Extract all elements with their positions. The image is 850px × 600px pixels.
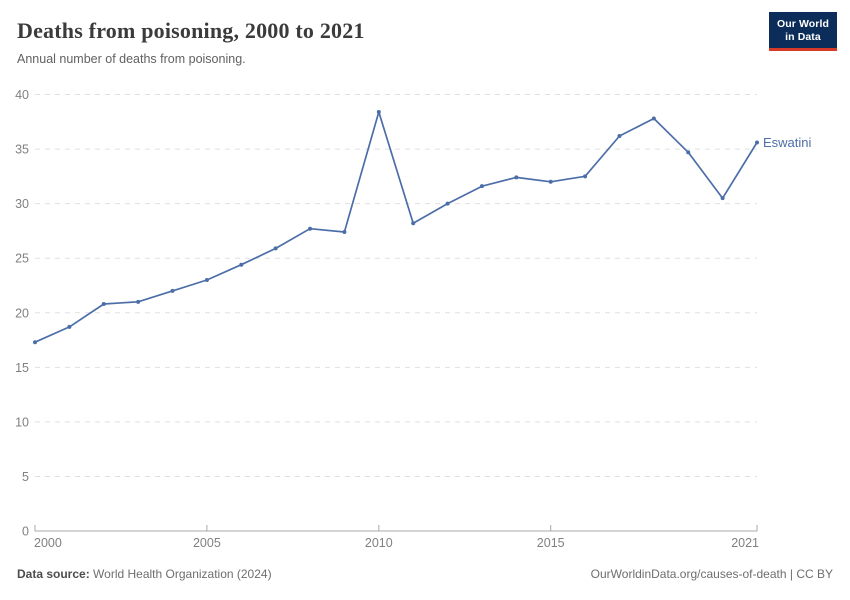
data-point-eswatini-2009[interactable] [342, 229, 347, 234]
chart-footer: Data source: World Health Organization (… [17, 567, 833, 581]
owid-logo-text-line1: Our World [776, 18, 830, 30]
data-point-eswatini-2017[interactable] [617, 133, 622, 138]
data-point-eswatini-2020[interactable] [720, 196, 725, 201]
y-axis-tick-label-15: 15 [15, 361, 29, 375]
y-axis-tick-label-20: 20 [15, 306, 29, 320]
y-axis-tick-label-5: 5 [22, 470, 29, 484]
data-point-eswatini-2014[interactable] [514, 175, 519, 180]
data-point-eswatini-2008[interactable] [308, 226, 313, 231]
data-point-eswatini-2002[interactable] [101, 302, 106, 307]
data-point-eswatini-2021[interactable] [755, 140, 759, 145]
series-label-eswatini[interactable]: Eswatini [763, 135, 812, 150]
x-axis-tick-label-2015: 2015 [537, 536, 565, 550]
data-point-eswatini-2007[interactable] [273, 246, 278, 251]
x-axis-tick-label-2005: 2005 [193, 536, 221, 550]
data-point-eswatini-2001[interactable] [67, 324, 72, 329]
y-axis-tick-label-0: 0 [22, 525, 29, 539]
page-title: Deaths from poisoning, 2000 to 2021 [17, 18, 365, 43]
data-point-eswatini-2011[interactable] [411, 221, 416, 226]
data-point-eswatini-2019[interactable] [686, 150, 691, 155]
owid-logo[interactable]: Our World in Data [769, 12, 837, 51]
data-point-eswatini-2003[interactable] [136, 299, 141, 304]
data-point-eswatini-2018[interactable] [651, 116, 656, 121]
y-axis-tick-label-25: 25 [15, 252, 29, 266]
data-source-label: Data source: [17, 567, 90, 581]
data-point-eswatini-2016[interactable] [583, 174, 588, 179]
data-source-value: World Health Organization (2024) [89, 567, 272, 581]
x-axis-tick-label-2010: 2010 [365, 536, 393, 550]
data-point-eswatini-2013[interactable] [479, 184, 484, 189]
chart-subtitle: Annual number of deaths from poisoning. [17, 52, 246, 66]
data-point-eswatini-2006[interactable] [239, 262, 244, 267]
y-axis-tick-label-10: 10 [15, 415, 29, 429]
x-axis-tick-label-2021: 2021 [731, 536, 759, 550]
data-point-eswatini-2000[interactable] [33, 340, 37, 345]
data-point-eswatini-2004[interactable] [170, 288, 175, 293]
owid-url-link[interactable]: OurWorldinData.org/causes-of-death | CC … [590, 567, 833, 581]
data-point-eswatini-2005[interactable] [204, 278, 209, 283]
y-axis-tick-label-35: 35 [15, 143, 29, 157]
data-point-eswatini-2012[interactable] [445, 201, 450, 206]
x-axis-tick-label-2000: 2000 [34, 536, 62, 550]
data-source-note: Data source: World Health Organization (… [17, 567, 272, 581]
owid-logo-text-line2: in Data [785, 31, 821, 43]
data-point-eswatini-2015[interactable] [548, 179, 553, 184]
series-line-eswatini[interactable] [34, 111, 758, 344]
y-axis-tick-label-30: 30 [15, 197, 29, 211]
y-axis-tick-label-40: 40 [15, 88, 29, 102]
data-point-eswatini-2010[interactable] [376, 109, 381, 114]
